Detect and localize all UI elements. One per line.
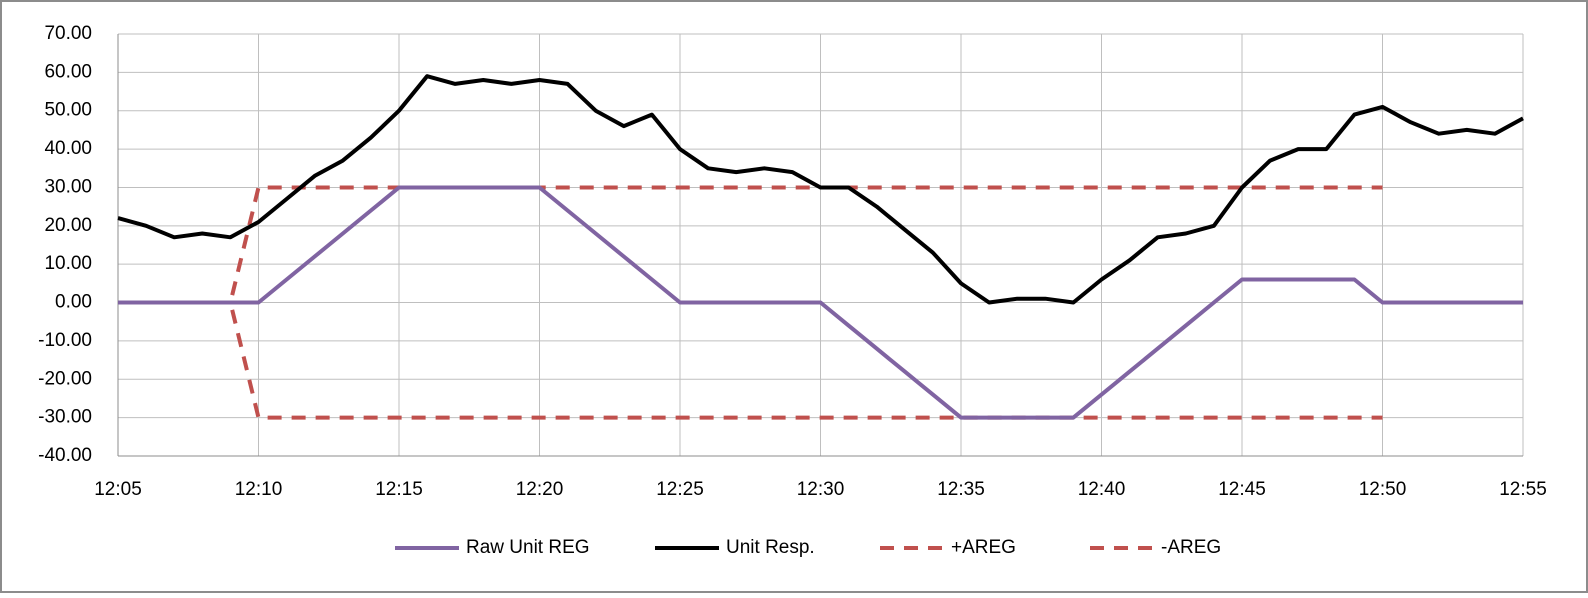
series-line: [118, 185, 1383, 305]
y-tick-label: 10.00: [44, 253, 92, 274]
series-line: [117, 74, 1524, 305]
series-line: [118, 300, 1383, 420]
legend-label: Unit Resp.: [726, 537, 815, 558]
y-tick-label: -30.00: [38, 407, 92, 428]
y-tick-label: -10.00: [38, 330, 92, 351]
x-tick-label: 12:30: [797, 479, 845, 500]
y-tick-label: 0.00: [55, 292, 92, 313]
x-tick-label: 12:15: [375, 479, 423, 500]
x-tick-label: 12:10: [235, 479, 283, 500]
x-tick-label: 12:35: [937, 479, 985, 500]
y-tick-label: 50.00: [44, 100, 92, 121]
y-tick-label: 40.00: [44, 138, 92, 159]
legend-label: -AREG: [1161, 537, 1221, 558]
x-tick-label: 12:45: [1218, 479, 1266, 500]
x-tick-label: 12:20: [516, 479, 564, 500]
legend-label: Raw Unit REG: [466, 537, 590, 558]
x-tick-label: 12:40: [1078, 479, 1126, 500]
x-tick-label: 12:25: [656, 479, 704, 500]
y-tick-label: 60.00: [44, 61, 92, 82]
legend-label: +AREG: [951, 537, 1016, 558]
series-line: [118, 185, 1523, 420]
y-tick-label: -20.00: [38, 368, 92, 389]
y-tick-label: 30.00: [44, 176, 92, 197]
y-tick-label: 70.00: [44, 23, 92, 44]
y-tick-label: -40.00: [38, 445, 92, 466]
x-tick-label: 12:50: [1359, 479, 1407, 500]
y-tick-label: 20.00: [44, 215, 92, 236]
x-tick-label: 12:55: [1499, 479, 1547, 500]
x-tick-label: 12:05: [94, 479, 142, 500]
